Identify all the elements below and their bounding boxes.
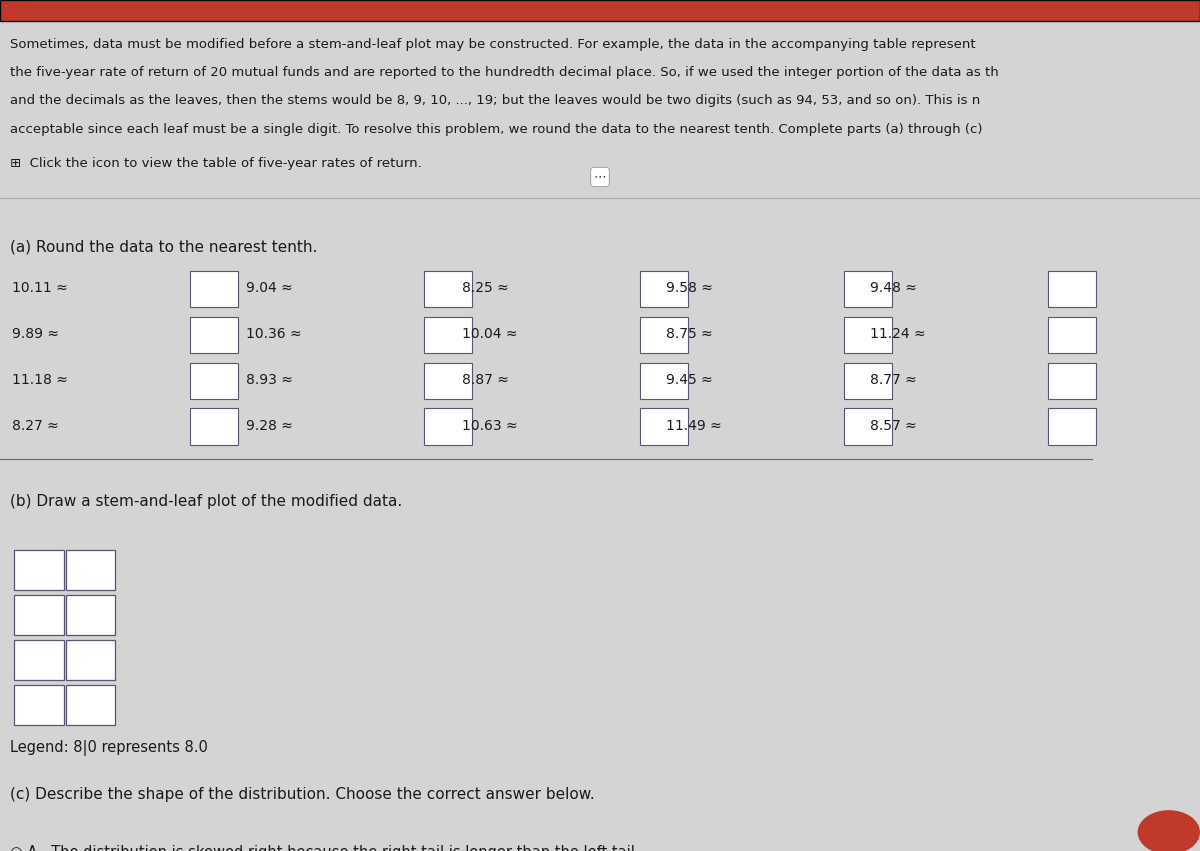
Text: 8.93 ≈: 8.93 ≈ <box>246 374 293 387</box>
FancyBboxPatch shape <box>1048 408 1096 445</box>
Text: ⊞  Click the icon to view the table of five-year rates of return.: ⊞ Click the icon to view the table of fi… <box>10 157 421 170</box>
FancyBboxPatch shape <box>66 640 115 680</box>
FancyBboxPatch shape <box>0 0 1200 21</box>
FancyBboxPatch shape <box>844 317 892 353</box>
FancyBboxPatch shape <box>14 550 64 590</box>
Text: 10.36 ≈: 10.36 ≈ <box>246 328 301 341</box>
FancyBboxPatch shape <box>66 685 115 725</box>
FancyBboxPatch shape <box>190 408 238 445</box>
FancyBboxPatch shape <box>640 317 688 353</box>
FancyBboxPatch shape <box>66 595 115 635</box>
FancyBboxPatch shape <box>190 271 238 307</box>
FancyBboxPatch shape <box>190 317 238 353</box>
FancyBboxPatch shape <box>424 363 472 399</box>
Text: (a) Round the data to the nearest tenth.: (a) Round the data to the nearest tenth. <box>10 239 317 254</box>
Text: Sometimes, data must be modified before a stem-and-leaf plot may be constructed.: Sometimes, data must be modified before … <box>10 38 976 51</box>
Text: 11.24 ≈: 11.24 ≈ <box>870 328 925 341</box>
FancyBboxPatch shape <box>640 408 688 445</box>
Text: 9.89 ≈: 9.89 ≈ <box>12 328 59 341</box>
Text: 8.77 ≈: 8.77 ≈ <box>870 374 917 387</box>
FancyBboxPatch shape <box>424 271 472 307</box>
Text: acceptable since each leaf must be a single digit. To resolve this problem, we r: acceptable since each leaf must be a sin… <box>10 123 982 135</box>
FancyBboxPatch shape <box>66 550 115 590</box>
FancyBboxPatch shape <box>1048 363 1096 399</box>
Text: 10.11 ≈: 10.11 ≈ <box>12 282 67 295</box>
FancyBboxPatch shape <box>844 408 892 445</box>
FancyBboxPatch shape <box>190 363 238 399</box>
Text: and the decimals as the leaves, then the stems would be 8, 9, 10, ..., 19; but t: and the decimals as the leaves, then the… <box>10 94 980 107</box>
Text: 8.57 ≈: 8.57 ≈ <box>870 420 917 433</box>
Text: the five-year rate of return of 20 mutual funds and are reported to the hundredt: the five-year rate of return of 20 mutua… <box>10 66 998 79</box>
Text: 9.58 ≈: 9.58 ≈ <box>666 282 713 295</box>
Text: 9.48 ≈: 9.48 ≈ <box>870 282 917 295</box>
FancyBboxPatch shape <box>640 271 688 307</box>
FancyBboxPatch shape <box>14 685 64 725</box>
Text: 10.04 ≈: 10.04 ≈ <box>462 328 517 341</box>
Text: ○ A.  The distribution is skewed right because the right tail is longer than the: ○ A. The distribution is skewed right be… <box>10 845 640 851</box>
Text: 9.04 ≈: 9.04 ≈ <box>246 282 293 295</box>
Text: 8.25 ≈: 8.25 ≈ <box>462 282 509 295</box>
Text: ⋯: ⋯ <box>594 170 606 184</box>
Text: Legend: 8|0 represents 8.0: Legend: 8|0 represents 8.0 <box>10 740 208 757</box>
FancyBboxPatch shape <box>844 363 892 399</box>
FancyBboxPatch shape <box>14 595 64 635</box>
Text: 8.75 ≈: 8.75 ≈ <box>666 328 713 341</box>
FancyBboxPatch shape <box>844 271 892 307</box>
FancyBboxPatch shape <box>1048 317 1096 353</box>
FancyBboxPatch shape <box>14 640 64 680</box>
Text: 9.28 ≈: 9.28 ≈ <box>246 420 293 433</box>
Text: (c) Describe the shape of the distribution. Choose the correct answer below.: (c) Describe the shape of the distributi… <box>10 787 594 802</box>
FancyBboxPatch shape <box>640 363 688 399</box>
Circle shape <box>1138 810 1200 851</box>
Text: 11.18 ≈: 11.18 ≈ <box>12 374 68 387</box>
Text: 11.49 ≈: 11.49 ≈ <box>666 420 721 433</box>
FancyBboxPatch shape <box>424 408 472 445</box>
FancyBboxPatch shape <box>424 317 472 353</box>
FancyBboxPatch shape <box>1048 271 1096 307</box>
Text: 8.87 ≈: 8.87 ≈ <box>462 374 509 387</box>
Text: 9.45 ≈: 9.45 ≈ <box>666 374 713 387</box>
Text: (b) Draw a stem-and-leaf plot of the modified data.: (b) Draw a stem-and-leaf plot of the mod… <box>10 494 402 510</box>
Text: 8.27 ≈: 8.27 ≈ <box>12 420 59 433</box>
Text: 10.63 ≈: 10.63 ≈ <box>462 420 517 433</box>
